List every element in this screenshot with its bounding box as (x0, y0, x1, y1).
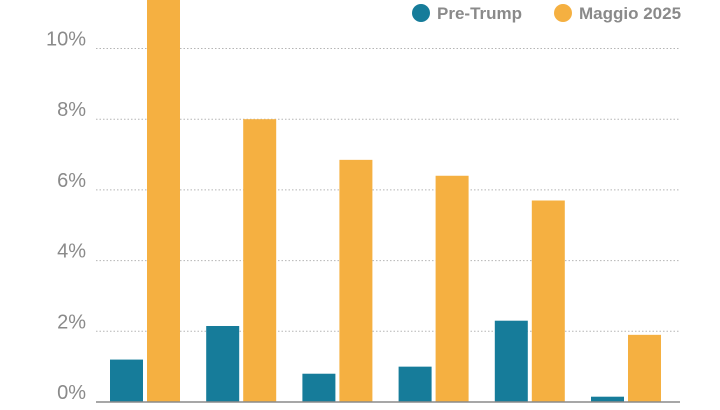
bar-pre-trump-1 (110, 359, 143, 402)
bar-maggio-2025-3 (339, 159, 373, 402)
y-tick-label: 4% (57, 241, 86, 263)
bar-pre-trump-3 (302, 373, 336, 402)
bar-pre-trump-4 (398, 366, 432, 402)
bar-maggio-2025-5 (531, 200, 565, 402)
bar-maggio-2025-2 (243, 119, 277, 402)
legend-label-maggio-2025: Maggio 2025 (579, 4, 681, 23)
y-tick-label: 6% (57, 170, 86, 192)
bars (110, 0, 661, 402)
bar-maggio-2025-1 (147, 0, 180, 402)
legend-swatch-pre-trump (412, 4, 430, 22)
y-tick-label: 2% (57, 311, 86, 333)
legend-swatch-maggio-2025 (554, 4, 572, 22)
bar-maggio-2025-4 (435, 175, 469, 402)
legend: Pre-Trump Maggio 2025 (412, 4, 681, 23)
legend-label-pre-trump: Pre-Trump (437, 4, 522, 23)
y-tick-label: 8% (57, 99, 86, 121)
y-tick-label: 10% (46, 29, 86, 51)
y-axis-ticks: 0% 2% 4% 6% 8% 10% (46, 29, 86, 405)
grid-lines (96, 48, 680, 332)
bar-maggio-2025-6 (628, 334, 661, 402)
bar-pre-trump-5 (494, 320, 528, 402)
bar-pre-trump-2 (206, 325, 240, 402)
bar-pre-trump-6 (591, 396, 624, 402)
y-tick-label: 0% (57, 382, 86, 404)
